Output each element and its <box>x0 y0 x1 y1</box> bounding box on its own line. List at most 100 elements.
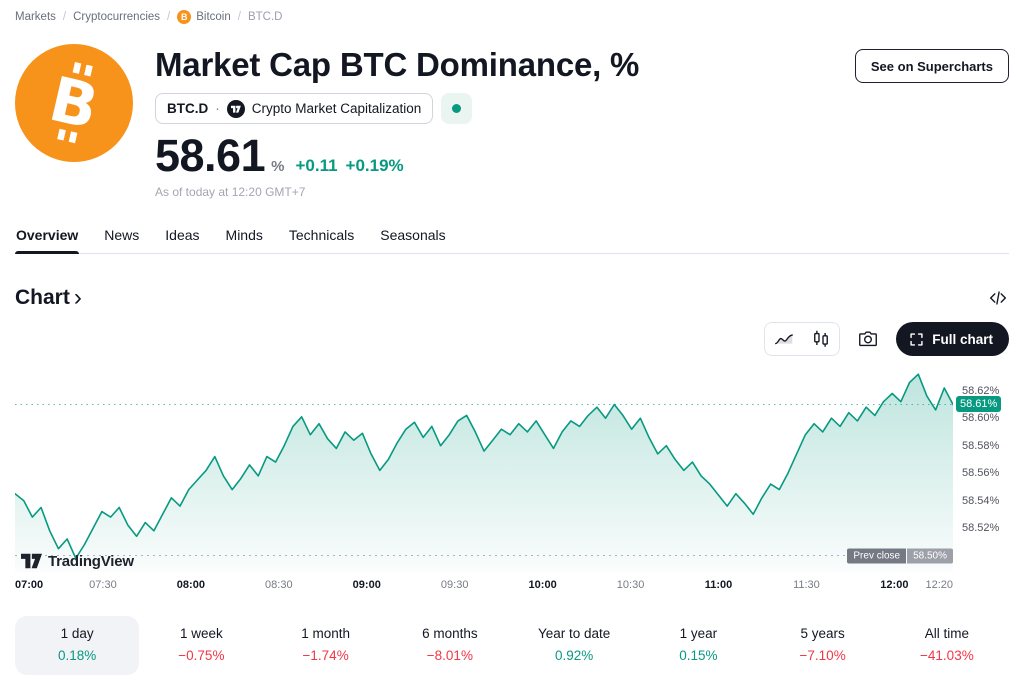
breadcrumb-separator: / <box>62 11 67 23</box>
x-tick: 07:30 <box>89 579 117 591</box>
market-open-dot <box>452 104 462 113</box>
prev-close-label: Prev close <box>847 548 907 564</box>
area-chart-type-button[interactable] <box>765 323 803 355</box>
period-all-time[interactable]: All time −41.03% <box>885 616 1009 675</box>
snapshot-camera-button[interactable] <box>850 323 887 355</box>
prev-close-value: 58.50% <box>907 548 953 564</box>
price-value: 58.61 <box>155 130 266 181</box>
period-label: 1 year <box>679 626 718 641</box>
period-label: 5 years <box>800 626 845 641</box>
tab-overview[interactable]: Overview <box>15 221 80 254</box>
symbol-header: B Market Cap BTC Dominance, % See on Sup… <box>15 44 1009 199</box>
y-tick: 58.62% <box>962 384 1000 397</box>
y-axis: 58.61% 58.62% 58.60% 58.58% 58.56% 58.54% 58.… <box>953 366 1009 572</box>
period-value: −41.03% <box>920 648 974 663</box>
chart-canvas[interactable]: TradingView Prev close 58.50% <box>15 366 953 572</box>
y-tick: 58.52% <box>962 522 1000 535</box>
period-1-year[interactable]: 1 year 0.15% <box>636 616 760 675</box>
breadcrumb-label: Cryptocurrencies <box>73 11 161 23</box>
tab-news[interactable]: News <box>104 227 140 243</box>
period-label: 1 month <box>301 626 351 641</box>
period-6-months[interactable]: 6 months −8.01% <box>388 616 512 675</box>
market-status-indicator[interactable] <box>441 93 473 124</box>
breadcrumb-item-markets[interactable]: Markets <box>15 11 56 23</box>
change-percent: +0.19% <box>345 156 404 175</box>
price-change: +0.11 +0.19% <box>295 156 403 176</box>
x-tick: 10:30 <box>616 579 645 591</box>
x-tick: 11:00 <box>704 579 733 591</box>
tradingview-logo-icon <box>21 552 42 570</box>
tradingview-watermark: TradingView <box>21 552 134 570</box>
symbol-chip[interactable]: BTC.D · Crypto Market Capitalization <box>155 93 434 124</box>
bitcoin-icon: B <box>177 10 192 24</box>
tab-ideas[interactable]: Ideas <box>165 227 200 243</box>
tab-seasonals[interactable]: Seasonals <box>380 227 446 243</box>
period-value: −0.75% <box>178 648 225 663</box>
x-tick: 09:30 <box>440 579 469 591</box>
full-chart-button[interactable]: Full chart <box>896 322 1009 356</box>
period-1-week[interactable]: 1 week −0.75% <box>139 616 263 675</box>
y-tick: 58.58% <box>962 439 1000 452</box>
period-1-month[interactable]: 1 month −1.74% <box>264 616 388 675</box>
tab-technicals[interactable]: Technicals <box>288 227 355 243</box>
fullscreen-icon <box>909 332 924 347</box>
chart-section-link[interactable]: Chart › <box>15 286 82 310</box>
chevron-right-icon: › <box>73 284 82 311</box>
embed-code-icon[interactable] <box>987 287 1009 309</box>
y-tick: 58.60% <box>962 412 1000 425</box>
x-axis: 07:00 07:30 08:00 08:30 09:00 09:30 10:00 10:30… <box>15 579 953 594</box>
period-value: −8.01% <box>426 648 473 663</box>
header-info: Market Cap BTC Dominance, % See on Super… <box>155 44 1009 199</box>
period-value: −7.10% <box>799 648 846 663</box>
tradingview-icon <box>226 99 245 118</box>
page-title: Market Cap BTC Dominance, % <box>155 46 640 83</box>
as-of-timestamp: As of today at 12:20 GMT+7 <box>155 185 306 199</box>
prev-close-badge: Prev close 58.50% <box>847 548 953 564</box>
tab-minds[interactable]: Minds <box>225 227 263 243</box>
breadcrumb-separator: / <box>237 11 241 23</box>
period-value: 0.15% <box>679 648 718 663</box>
period-label: All time <box>924 626 969 641</box>
bitcoin-logo: B <box>15 44 133 199</box>
y-tick: 58.56% <box>962 467 1000 480</box>
x-tick: 12:20 <box>925 579 953 591</box>
chart-section: Chart › Full <box>15 286 1009 594</box>
breadcrumb-item-btc-d: BTC.D <box>248 11 283 23</box>
period-label: Year to date <box>537 626 611 641</box>
full-chart-label: Full chart <box>932 331 993 347</box>
x-tick: 11:30 <box>793 579 820 591</box>
current-value-badge: 58.61% <box>956 396 1002 413</box>
breadcrumb-label: Markets <box>15 11 56 23</box>
price-chart <box>15 366 953 572</box>
period-value: 0.92% <box>554 648 594 663</box>
chart-type-switcher <box>764 322 841 356</box>
period-value: −1.74% <box>302 648 349 663</box>
chart-toolbar: Full chart <box>15 322 1009 356</box>
chart-area: TradingView Prev close 58.50% 58.61% 58.… <box>15 366 1009 572</box>
symbol-description: Crypto Market Capitalization <box>251 101 422 116</box>
watermark-label: TradingView <box>48 552 134 570</box>
x-tick: 07:00 <box>15 579 44 591</box>
price-unit: % <box>271 158 285 175</box>
candles-chart-type-button[interactable] <box>802 323 840 355</box>
price-row: 58.61 % +0.11 +0.19% <box>155 133 1009 178</box>
breadcrumb-item-bitcoin[interactable]: B Bitcoin <box>177 10 231 24</box>
period-label: 1 day <box>60 626 94 641</box>
change-absolute: +0.11 <box>295 156 338 175</box>
periods: 1 day 0.18% 1 week −0.75% 1 month −1.74% 6 mon… <box>15 616 1009 675</box>
breadcrumb-separator: / <box>167 11 171 23</box>
breadcrumb: Markets / Cryptocurrencies / B Bitcoin / BTC.D <box>15 0 1009 32</box>
period-1-day[interactable]: 1 day 0.18% <box>15 616 140 675</box>
x-tick: 12:00 <box>880 579 909 591</box>
period-5-years[interactable]: 5 years −7.10% <box>761 616 885 675</box>
period-label: 6 months <box>422 626 478 641</box>
period-value: 0.18% <box>57 648 97 663</box>
chart-section-title: Chart <box>15 286 70 309</box>
period-label: 1 week <box>179 626 223 641</box>
x-tick: 09:00 <box>352 579 381 591</box>
see-on-supercharts-button[interactable]: See on Supercharts <box>854 49 1009 83</box>
breadcrumb-item-cryptocurrencies[interactable]: Cryptocurrencies <box>73 11 160 23</box>
period-year-to-date[interactable]: Year to date 0.92% <box>512 616 636 675</box>
tab-bar: Overview News Ideas Minds Technicals Seasonal… <box>15 221 1009 254</box>
